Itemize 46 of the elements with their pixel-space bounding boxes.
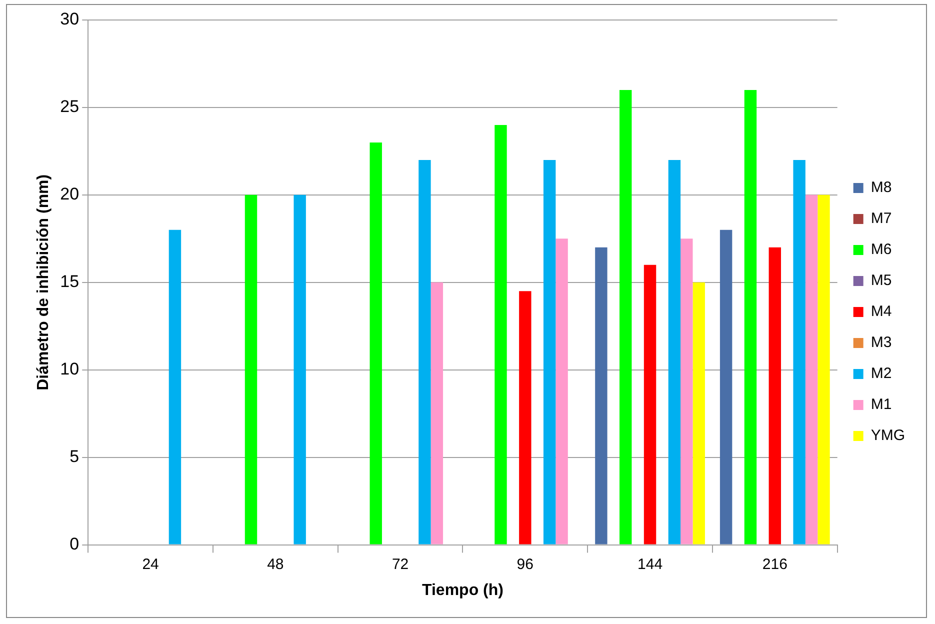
y-tick-label: 25 xyxy=(60,97,80,116)
bar xyxy=(430,282,444,544)
legend-label: M4 xyxy=(870,303,892,320)
legend-label: M1 xyxy=(870,396,892,414)
bar xyxy=(244,194,258,544)
bar xyxy=(692,282,705,544)
legend-label: M3 xyxy=(870,334,892,352)
legend-label: M8 xyxy=(870,179,892,196)
legend-label: M6 xyxy=(870,241,892,258)
bar xyxy=(543,160,556,544)
bar xyxy=(680,238,693,544)
y-tick-label: 10 xyxy=(60,360,80,379)
y-tick-label: 30 xyxy=(60,10,80,29)
y-tick-label: 20 xyxy=(60,184,80,204)
x-tick-label: 96 xyxy=(516,556,534,573)
bar xyxy=(805,194,818,544)
bar xyxy=(418,160,431,544)
bar xyxy=(744,90,757,544)
legend-label: YMG xyxy=(870,427,906,444)
x-axis-title: Tiempo (h) xyxy=(422,582,504,599)
bar xyxy=(668,160,681,544)
legend-label: M2 xyxy=(870,365,892,382)
y-tick-label: 5 xyxy=(70,447,80,466)
legend-label: M5 xyxy=(870,272,892,290)
bar xyxy=(294,194,306,544)
y-axis-title: Diámetro de inhibición (mm) xyxy=(35,174,52,390)
bar xyxy=(793,160,806,544)
bar xyxy=(595,247,608,544)
x-tick-label: 24 xyxy=(142,556,159,573)
y-tick-label: 15 xyxy=(60,272,80,292)
bar xyxy=(768,247,781,544)
x-tick-label: 72 xyxy=(392,556,409,573)
bar xyxy=(720,230,732,544)
bar xyxy=(168,230,182,544)
legend-label: M7 xyxy=(870,210,892,228)
bar xyxy=(370,142,382,544)
x-tick-label: 48 xyxy=(267,556,284,573)
bar xyxy=(644,264,656,544)
bar xyxy=(519,291,532,544)
bar xyxy=(818,194,830,544)
bar xyxy=(556,238,568,544)
bar xyxy=(494,124,507,544)
bar xyxy=(620,90,632,544)
x-tick-label: 144 xyxy=(638,556,663,573)
y-tick-label: 0 xyxy=(70,534,80,554)
x-tick-label: 216 xyxy=(762,556,788,573)
